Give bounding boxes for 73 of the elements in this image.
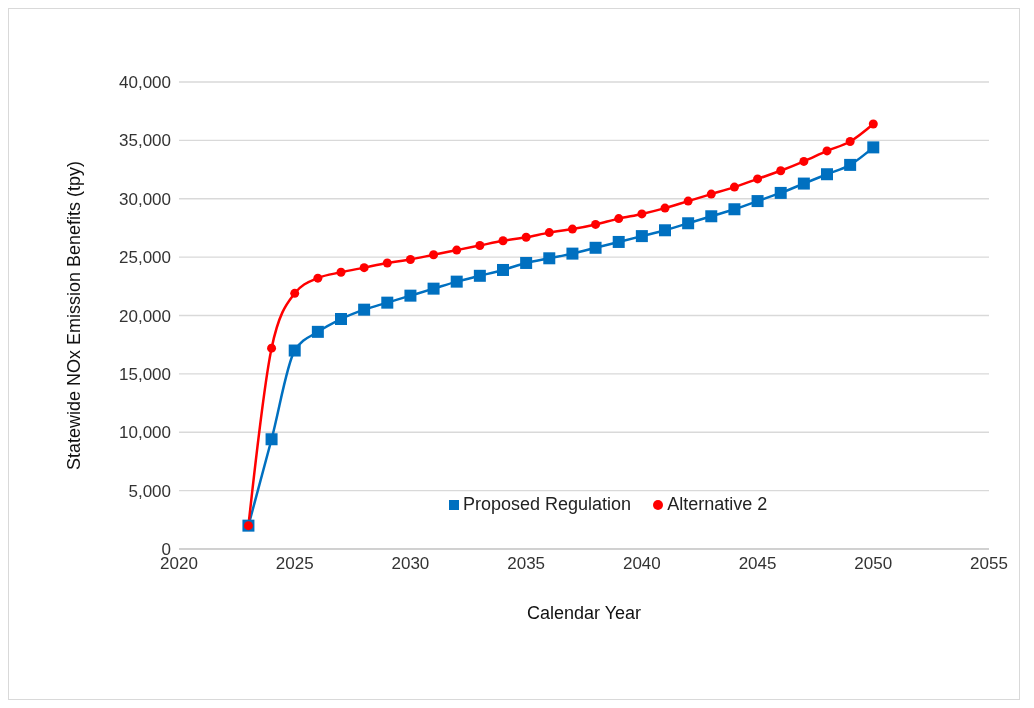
legend-label: Proposed Regulation bbox=[463, 494, 632, 514]
point bbox=[336, 267, 346, 277]
point bbox=[706, 189, 716, 199]
point bbox=[566, 247, 579, 260]
point bbox=[797, 177, 810, 190]
point bbox=[868, 119, 878, 129]
y-tick-label: 20,000 bbox=[119, 306, 171, 326]
x-tick-label: 2055 bbox=[970, 554, 1008, 574]
point bbox=[267, 343, 277, 353]
y-tick-label: 10,000 bbox=[119, 423, 171, 443]
point bbox=[635, 230, 648, 243]
point bbox=[753, 174, 763, 184]
x-tick-label: 2025 bbox=[275, 554, 314, 574]
point bbox=[751, 195, 764, 208]
point bbox=[660, 203, 670, 213]
point bbox=[867, 141, 880, 154]
point bbox=[497, 263, 509, 276]
point bbox=[705, 210, 718, 223]
point bbox=[311, 325, 324, 338]
x-tick-label: 2040 bbox=[622, 554, 661, 574]
point bbox=[404, 289, 417, 302]
x-tick-label: 2050 bbox=[854, 554, 893, 574]
point bbox=[683, 196, 693, 206]
point bbox=[543, 252, 556, 265]
point bbox=[313, 273, 323, 283]
point bbox=[520, 256, 533, 269]
point bbox=[427, 282, 440, 295]
point bbox=[728, 203, 741, 216]
point bbox=[822, 146, 832, 156]
point bbox=[544, 228, 554, 238]
point bbox=[473, 269, 486, 282]
point bbox=[359, 263, 369, 273]
point bbox=[799, 156, 809, 166]
point bbox=[589, 241, 602, 254]
point bbox=[845, 137, 855, 147]
point bbox=[774, 186, 787, 199]
point bbox=[521, 232, 531, 242]
point bbox=[567, 224, 577, 234]
point bbox=[591, 219, 601, 229]
point bbox=[429, 250, 439, 260]
point bbox=[290, 288, 300, 298]
point bbox=[450, 275, 463, 288]
point bbox=[381, 296, 394, 309]
point bbox=[729, 182, 739, 192]
point bbox=[682, 217, 695, 230]
point bbox=[844, 158, 857, 171]
point bbox=[265, 433, 278, 446]
x-axis-title: Calendar Year bbox=[526, 603, 642, 623]
y-tick-label: 15,000 bbox=[119, 364, 171, 384]
legend-label: Alternative 2 bbox=[667, 494, 768, 514]
point bbox=[821, 168, 833, 181]
point bbox=[358, 303, 371, 316]
point bbox=[382, 258, 392, 268]
point bbox=[335, 313, 347, 325]
point bbox=[452, 245, 462, 255]
point bbox=[614, 214, 624, 224]
y-tick-label: 25,000 bbox=[119, 248, 171, 268]
point bbox=[288, 344, 301, 357]
x-tick-label: 2030 bbox=[391, 554, 430, 574]
y-tick-label: 5,000 bbox=[128, 481, 171, 501]
x-tick-label: 2035 bbox=[507, 554, 546, 574]
x-tick-label: 2045 bbox=[738, 554, 777, 574]
point bbox=[776, 166, 786, 176]
point bbox=[498, 236, 508, 246]
y-tick-label: 40,000 bbox=[119, 73, 171, 93]
point bbox=[637, 209, 647, 219]
y-axis-title: Statewide NOx Emission Benefits (tpy) bbox=[64, 160, 85, 471]
point bbox=[612, 235, 625, 248]
y-tick-label: 35,000 bbox=[119, 131, 171, 151]
point bbox=[405, 254, 415, 264]
point bbox=[659, 224, 671, 237]
point bbox=[475, 240, 485, 250]
y-tick-label: 30,000 bbox=[119, 189, 171, 209]
